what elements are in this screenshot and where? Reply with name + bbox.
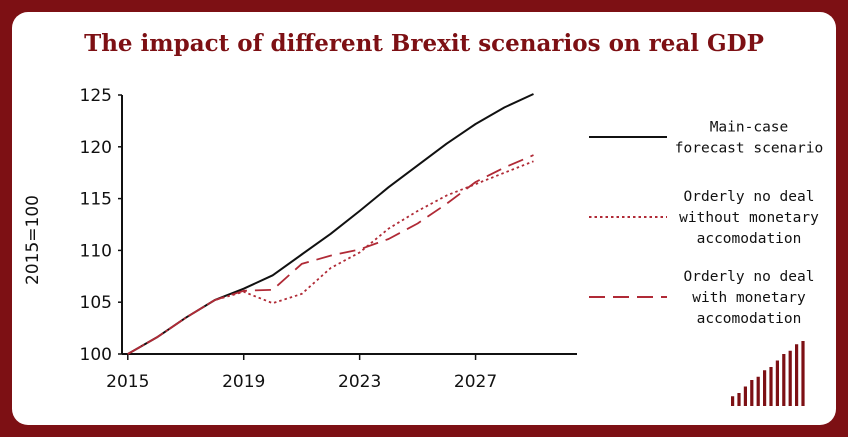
series-lines	[127, 93, 534, 355]
bar-logo-icon	[731, 341, 805, 406]
y-tick-label: 125	[80, 86, 112, 106]
legend-label-1: Main-case forecast scenario	[675, 120, 823, 157]
legend: Main-case forecast scenario Orderly no dea…	[589, 120, 823, 327]
x-tick-label: 2027	[454, 372, 497, 392]
logo-bar	[788, 350, 792, 406]
axes: 100 105 110 115 120 125 2015 2019 2023 2027	[80, 86, 577, 392]
series-line-3	[127, 154, 534, 355]
logo-bar	[731, 396, 735, 406]
y-tick-label: 100	[80, 345, 112, 365]
y-tick-label: 110	[80, 241, 112, 261]
chart-card: The impact of different Brexit scenarios…	[12, 12, 836, 425]
y-tick-label: 120	[80, 138, 112, 158]
logo-bar	[782, 354, 786, 406]
logo-bar	[769, 367, 773, 406]
y-axis-label: 2015=100	[23, 195, 43, 285]
legend-label-3: Orderly no deal with monetary accomodation	[684, 269, 815, 327]
x-tick-label: 2015	[106, 372, 149, 392]
logo-bar	[743, 386, 747, 406]
x-tick-label: 2019	[222, 372, 265, 392]
chart-title: The impact of different Brexit scenarios…	[84, 30, 764, 57]
logo-bar	[756, 376, 760, 406]
logo-bar	[801, 341, 805, 406]
logo-bar	[737, 393, 741, 406]
logo-bar	[775, 360, 779, 406]
legend-label-2: Orderly no deal without monetary accomodat…	[679, 189, 819, 247]
x-tick-label: 2023	[338, 372, 381, 392]
y-tick-label: 115	[80, 190, 112, 210]
y-tick-label: 105	[80, 293, 112, 313]
logo-bar	[763, 370, 767, 406]
logo-bar	[750, 380, 754, 406]
chart-svg: The impact of different Brexit scenarios…	[23, 30, 823, 406]
series-line-2	[127, 160, 534, 355]
logo-bar	[795, 344, 799, 406]
